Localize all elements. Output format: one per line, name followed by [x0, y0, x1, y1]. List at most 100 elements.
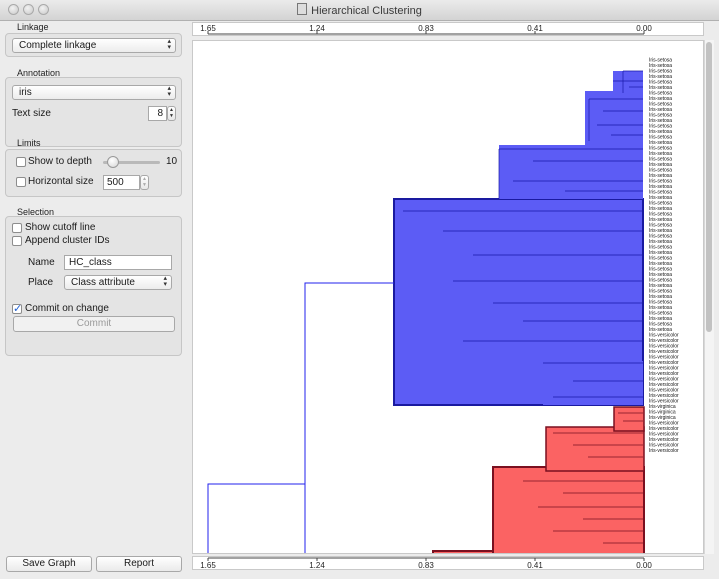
axis-tick-label: 0.41	[527, 24, 543, 33]
setosa-subcluster-block	[543, 361, 643, 405]
leaf-label: Iris-setosa	[649, 239, 672, 245]
linkage-section-label: Linkage	[17, 22, 49, 32]
axis-tick-label: 0.83	[418, 561, 434, 569]
append-cluster-ids-checkbox[interactable]	[12, 236, 22, 246]
dendrogram-svg: Iris-setosaIris-setosaIris-setosaIris-se…	[207, 58, 679, 553]
control-sidebar: Linkage Complete linkage ▴ ▾ Annotation i…	[0, 21, 189, 579]
leaf-label: Iris-versicolor	[649, 382, 679, 388]
leaf-label: Iris-setosa	[649, 228, 672, 234]
close-window-button[interactable]	[8, 4, 19, 15]
leaf-label: Iris-versicolor	[649, 338, 679, 344]
minimize-window-button[interactable]	[23, 4, 34, 15]
leaf-label: Iris-versicolor	[649, 349, 679, 355]
leaf-label: Iris-setosa	[649, 201, 672, 207]
leaf-label: Iris-setosa	[649, 102, 672, 108]
text-size-label: Text size	[12, 108, 51, 119]
leaf-label: Iris-setosa	[649, 305, 672, 311]
horizontal-size-input[interactable]: 500	[103, 175, 140, 190]
horizontal-size-label: Horizontal size	[28, 176, 94, 187]
versicolor-subcluster-block	[613, 406, 645, 432]
dendrogram-canvas[interactable]: Iris-setosa Iris-setosa Iris-setosa Iris-se…	[192, 40, 704, 554]
commit-on-change-label: Commit on change	[25, 303, 109, 314]
show-depth-checkbox[interactable]	[16, 157, 26, 167]
vertical-scrollbar[interactable]	[704, 40, 714, 554]
leaf-label: Iris-setosa	[649, 195, 672, 201]
annotation-combo[interactable]: iris ▴ ▾	[12, 85, 176, 100]
leaf-label: Iris-setosa	[649, 234, 672, 240]
leaf-label: Iris-versicolor	[649, 388, 679, 394]
show-depth-label: Show to depth	[28, 156, 92, 167]
leaf-label: Iris-setosa	[649, 80, 672, 86]
window-title: Hierarchical Clustering	[0, 3, 719, 17]
linkage-combo-value: Complete linkage	[19, 40, 97, 51]
leaf-label: Iris-setosa	[649, 184, 672, 190]
depth-slider-track[interactable]	[103, 161, 160, 164]
title-bar: Hierarchical Clustering	[0, 0, 719, 21]
leaf-label: Iris-setosa	[649, 162, 672, 168]
leaf-label: Iris-versicolor	[649, 399, 679, 405]
leaf-label: Iris-setosa	[649, 157, 672, 163]
leaf-label: Iris-setosa	[649, 272, 672, 278]
place-combo-value: Class attribute	[71, 277, 135, 288]
place-combo[interactable]: Class attribute ▴ ▾	[64, 275, 172, 290]
leaf-label: Iris-setosa	[649, 63, 672, 69]
leaf-label: Iris-setosa	[649, 322, 672, 328]
root-link	[207, 483, 305, 553]
depth-slider-handle[interactable]	[106, 156, 119, 168]
leaf-label: Iris-setosa	[649, 223, 672, 229]
leaf-label: Iris-virginica	[649, 404, 676, 410]
checkmark-icon: ✓	[13, 303, 23, 315]
bottom-axis-svg: 1.65 1.24 0.83 0.41 0.00	[200, 557, 652, 569]
leaf-label: Iris-setosa	[649, 190, 672, 196]
leaf-label: Iris-setosa	[649, 124, 672, 130]
axis-tick-label: 1.65	[200, 24, 216, 33]
leaf-label: Iris-virginica	[649, 415, 676, 421]
leaf-label: Iris-setosa	[649, 245, 672, 251]
report-button[interactable]: Report	[96, 556, 182, 572]
leaf-label: Iris-versicolor	[649, 421, 679, 427]
document-icon	[297, 3, 308, 15]
axis-tick-label: 1.65	[200, 561, 216, 569]
leaf-label: Iris-setosa	[649, 118, 672, 124]
leaf-label: Iris-setosa	[649, 250, 672, 256]
axis-tick-label: 1.24	[309, 24, 325, 33]
leaf-label: Iris-versicolor	[649, 366, 679, 372]
leaf-label: Iris-versicolor	[649, 437, 679, 443]
commit-button[interactable]: Commit	[13, 316, 175, 332]
leaf-label: Iris-versicolor	[649, 393, 679, 399]
text-size-input[interactable]: 8	[148, 106, 167, 121]
setosa-subcluster-block	[585, 91, 643, 145]
commit-on-change-checkbox[interactable]: ✓	[12, 303, 23, 315]
top-axis-svg: 1.65 1.24 0.83 0.41 0.00	[200, 24, 652, 35]
leaf-label: Iris-versicolor	[649, 426, 679, 432]
leaf-label: Iris-setosa	[649, 129, 672, 135]
show-cutoff-label: Show cutoff line	[25, 222, 96, 233]
leaf-label: Iris-setosa	[649, 311, 672, 317]
leaf-label: Iris-setosa	[649, 69, 672, 75]
limits-box: Show to depth 10 Horizontal size 500 ▲ ▼	[5, 149, 182, 197]
name-input[interactable]: HC_class	[64, 255, 172, 270]
leaf-label: Iris-versicolor	[649, 432, 679, 438]
zoom-window-button[interactable]	[38, 4, 49, 15]
leaf-label: Iris-setosa	[649, 179, 672, 185]
horizontal-size-stepper[interactable]: ▲ ▼	[140, 175, 149, 190]
scrollbar-thumb[interactable]	[706, 42, 712, 332]
setosa-subcluster-block	[613, 71, 643, 93]
setosa-subcluster-block	[499, 145, 643, 199]
show-cutoff-checkbox[interactable]	[12, 223, 22, 233]
save-graph-button[interactable]: Save Graph	[6, 556, 92, 572]
leaf-label: Iris-setosa	[649, 91, 672, 97]
leaf-label: Iris-setosa	[649, 168, 672, 174]
versicolor-subcluster-block	[545, 426, 645, 472]
leaf-label: Iris-versicolor	[649, 448, 679, 454]
leaf-label: Iris-setosa	[649, 294, 672, 300]
leaf-label: Iris-setosa	[649, 135, 672, 141]
leaf-label: Iris-setosa	[649, 151, 672, 157]
combo-arrows-icon: ▴ ▾	[167, 38, 171, 51]
axis-tick-label: 0.83	[418, 24, 434, 33]
leaf-label: Iris-setosa	[649, 267, 672, 273]
horizontal-size-checkbox[interactable]	[16, 177, 26, 187]
text-size-stepper[interactable]: ▲ ▼	[167, 106, 176, 121]
axis-tick-label: 1.24	[309, 561, 325, 569]
linkage-combo[interactable]: Complete linkage ▴ ▾	[12, 38, 176, 53]
